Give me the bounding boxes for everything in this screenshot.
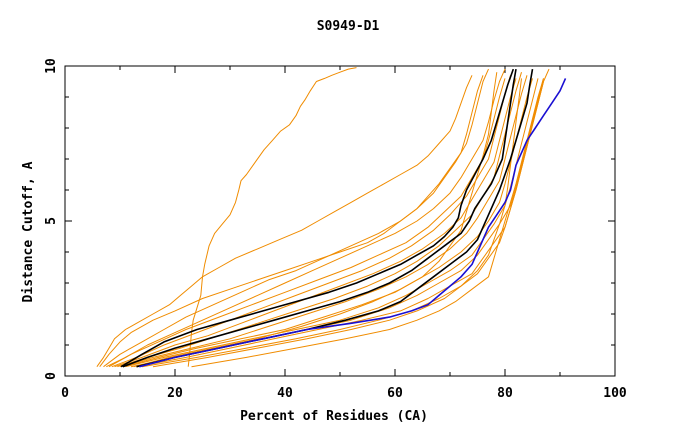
series-line-orange-4 (106, 68, 506, 368)
series-line-orange-3 (103, 68, 489, 368)
y-tick-label: 5 (44, 217, 59, 225)
series-line-orange-2 (99, 75, 484, 367)
series-layer (96, 67, 567, 368)
series-line-black-18 (122, 68, 517, 368)
series-line-orange-9 (119, 75, 528, 368)
series-line-orange-11 (125, 78, 539, 368)
series-line-orange-6 (111, 75, 511, 368)
y-tick-label: 10 (44, 58, 59, 74)
series-line-black-20 (136, 68, 534, 368)
x-tick-label: 80 (497, 386, 513, 401)
y-axis-label: Distance Cutoff, A (21, 161, 36, 302)
x-tick-label: 0 (61, 386, 69, 401)
series-line-orange-16 (152, 78, 522, 368)
series-line-orange-10 (122, 78, 533, 368)
series-line-orange-17 (133, 72, 498, 368)
x-tick-label: 40 (277, 386, 293, 401)
x-tick-label: 100 (603, 386, 627, 401)
axes: 0 20 40 60 80 100 0 5 10 (44, 58, 627, 401)
series-line-orange-1 (96, 75, 473, 367)
series-line-orange-14 (141, 81, 544, 368)
y-tick-label: 0 (44, 372, 59, 380)
series-line-black-19 (120, 68, 515, 368)
series-line-orange-0 (187, 67, 357, 367)
series-line-blue-21 (139, 78, 567, 368)
x-tick-label: 20 (167, 386, 183, 401)
series-line-orange-5 (108, 78, 506, 368)
x-axis-label: Percent of Residues (CA) (240, 409, 428, 424)
series-line-orange-7 (114, 78, 517, 368)
x-tick-label: 60 (387, 386, 403, 401)
series-line-orange-8 (117, 72, 522, 368)
chart-title: S0949-D1 (317, 19, 380, 34)
